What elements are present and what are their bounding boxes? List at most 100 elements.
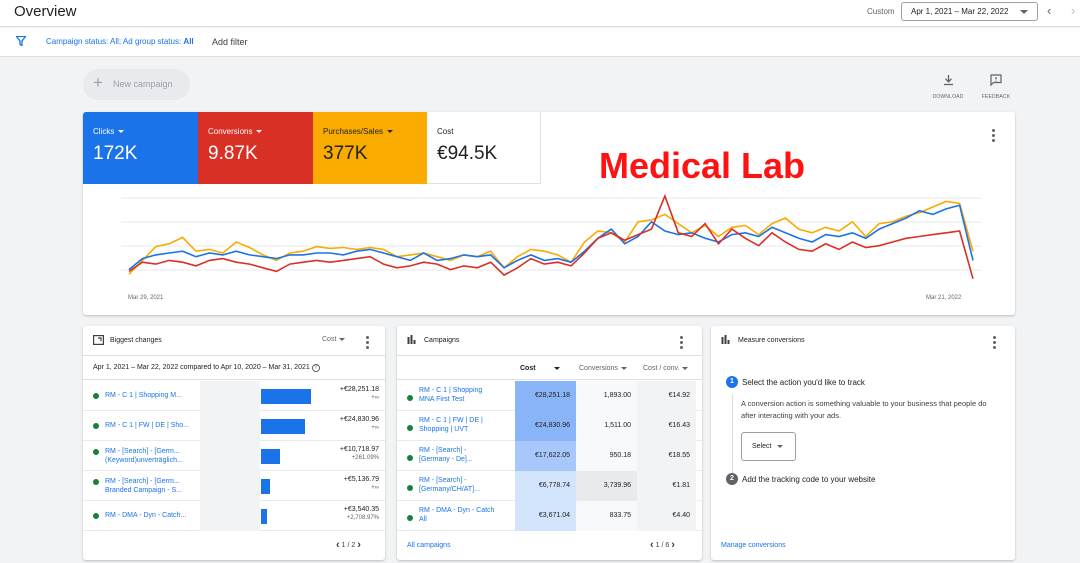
cost-cell: €24,830.96: [515, 411, 576, 441]
metric-cost[interactable]: Cost €94.5K: [427, 112, 541, 184]
more-vert-icon[interactable]: [993, 336, 997, 351]
campaign-name[interactable]: RM - C 1 | Shopping MNA First Test: [419, 387, 483, 403]
step-1-description: A conversion action is something valuabl…: [741, 399, 987, 420]
table-row[interactable]: RM - DMA - Dyn - Catch... +€3,540.35 +2,70…: [83, 501, 385, 531]
table-row[interactable]: RM - [Search] - [Germ... Branded Campaign…: [83, 471, 385, 501]
change-bar: [261, 479, 270, 494]
date-range-selector[interactable]: Apr 1, 2021 – Mar 22, 2022: [901, 2, 1038, 21]
change-bar: [261, 389, 311, 404]
biggest-changes-pager[interactable]: ‹ 1 / 2 ›: [336, 539, 361, 551]
download-button[interactable]: DOWNLOAD: [928, 73, 968, 100]
table-row[interactable]: RM - DMA - Dyn - Catch All €3,671.04 833.75…: [397, 501, 702, 531]
metric-label: Conversions: [208, 127, 313, 136]
cost-cell: €3,671.04: [515, 501, 576, 531]
campaign-name[interactable]: RM - [Search] - [Germany - De]...: [419, 447, 473, 463]
metric-conversions[interactable]: Conversions 9.87K: [198, 112, 313, 184]
conversions-cell: 3,739.96: [576, 471, 637, 501]
dropdown-arrow-icon: [118, 130, 125, 134]
column-header-cost[interactable]: Cost: [520, 365, 560, 372]
campaign-name[interactable]: RM - DMA - Dyn - Catch All: [419, 507, 495, 523]
manage-conversions-link[interactable]: Manage conversions: [721, 542, 786, 549]
conversions-cell: 1,511.00: [576, 411, 637, 441]
status-enabled-icon: [93, 449, 99, 455]
comparison-range: Apr 1, 2021 – Mar 22, 2022 compared to A…: [83, 356, 385, 380]
series-line-2: [128, 193, 974, 280]
table-row[interactable]: RM - [Search] - [Germany/CH/AT]... €6,778.…: [397, 471, 702, 501]
change-value: +€3,540.35 +2,708.97%: [343, 506, 379, 521]
change-bar-area: [200, 441, 379, 471]
dropdown-arrow-icon: [387, 130, 394, 134]
table-row[interactable]: RM - C 1 | Shopping MNA First Test €28,251…: [397, 381, 702, 411]
chevron-right-icon[interactable]: ›: [1071, 3, 1076, 18]
chevron-left-icon[interactable]: ‹: [1047, 3, 1052, 18]
metric-value: 377K: [323, 143, 368, 164]
step-1-badge: 1: [726, 376, 738, 388]
select-action-dropdown[interactable]: Select: [741, 432, 796, 461]
x-axis-start-label: Mar 29, 2021: [128, 295, 164, 301]
change-bar-area: [200, 411, 379, 441]
campaigns-pager[interactable]: ‹ 1 / 6 ›: [650, 539, 675, 551]
table-row[interactable]: RM - C 1 | FW | DE | Sho... +€24,830.96 +∞: [83, 411, 385, 441]
card-header: Biggest changes Cost: [83, 326, 385, 356]
new-campaign-button[interactable]: + New campaign: [83, 69, 190, 100]
filter-status-text: Campaign status: All; Ad group status:: [46, 37, 184, 46]
table-row[interactable]: RM - [Search] - [Germ... (Keyword)unvertr…: [83, 441, 385, 471]
step-2-title: Add the tracking code to your website: [742, 475, 876, 484]
step-1-title: Select the action you'd like to track: [742, 378, 865, 387]
campaign-name[interactable]: RM - [Search] - [Germany/CH/AT]...: [419, 477, 480, 493]
campaign-name[interactable]: RM - DMA - Dyn - Catch...: [105, 512, 187, 519]
date-range-type-label: Custom: [867, 7, 895, 16]
table-row[interactable]: RM - C 1 | FW | DE | Shopping | UVT €24,83…: [397, 411, 702, 441]
help-icon: ?: [311, 364, 320, 372]
cost-per-conv-cell: €14.92: [637, 381, 696, 411]
more-vert-icon[interactable]: [680, 336, 684, 351]
conversions-cell: 950.18: [576, 441, 637, 471]
biggest-changes-card: Biggest changes Cost Apr 1, 2021 – Mar 2…: [83, 326, 385, 560]
campaign-name[interactable]: RM - [Search] - [Germ... (Keyword)unvertr…: [105, 448, 183, 464]
bar-chart-icon: [721, 335, 730, 344]
chevron-right-icon: ›: [671, 539, 675, 551]
table-row[interactable]: RM - C 1 | Shopping M... +€28,251.18 +∞: [83, 381, 385, 411]
conversions-cell: 1,893.00: [576, 381, 637, 411]
new-campaign-label: New campaign: [113, 79, 173, 89]
column-header-conversions[interactable]: Conversions: [579, 365, 627, 372]
performance-line-chart: [121, 193, 981, 280]
metric-clicks[interactable]: Clicks 172K: [83, 112, 198, 184]
more-vert-icon[interactable]: [366, 336, 370, 351]
filter-bar: Campaign status: All; Ad group status: A…: [0, 28, 1080, 57]
campaign-name[interactable]: RM - [Search] - [Germ... Branded Campaign…: [105, 478, 183, 494]
status-enabled-icon: [407, 425, 413, 431]
sort-selector[interactable]: Cost: [322, 336, 346, 343]
campaign-name[interactable]: RM - C 1 | Shopping M...: [105, 392, 182, 399]
metric-purchases[interactable]: Purchases/Sales 377K: [313, 112, 427, 184]
status-enabled-icon: [407, 485, 413, 491]
metric-value: 9.87K: [208, 143, 258, 164]
card-title: Measure conversions: [738, 337, 805, 344]
x-axis-end-label: Mar 21, 2022: [926, 295, 962, 301]
measure-conversions-card: Measure conversions 1 Select the action …: [711, 326, 1015, 560]
feedback-button[interactable]: FEEDBACK: [976, 73, 1016, 100]
change-value: +€28,251.18 +∞: [339, 386, 379, 401]
all-campaigns-link[interactable]: All campaigns: [407, 542, 451, 549]
status-enabled-icon: [407, 455, 413, 461]
filter-icon[interactable]: [16, 36, 26, 46]
metric-value: €94.5K: [437, 143, 498, 164]
filter-status-bold: All: [183, 37, 194, 46]
date-range-value: Apr 1, 2021 – Mar 22, 2022: [911, 7, 1009, 16]
column-header-cost-per-conv[interactable]: Cost / conv.: [643, 365, 689, 372]
change-bar: [261, 509, 267, 524]
status-enabled-icon: [93, 393, 99, 399]
add-filter-button[interactable]: Add filter: [212, 37, 248, 47]
change-value: +€5,136.79 +∞: [343, 476, 379, 491]
page-title: Overview: [14, 3, 77, 20]
cost-cell: €17,622.05: [515, 441, 576, 471]
filter-status[interactable]: Campaign status: All; Ad group status: A…: [46, 37, 194, 46]
table-row[interactable]: RM - [Search] - [Germany - De]... €17,622.…: [397, 441, 702, 471]
campaign-name[interactable]: RM - C 1 | FW | DE | Sho...: [105, 422, 190, 429]
more-vert-icon[interactable]: [992, 129, 996, 144]
cost-cell: €28,251.18: [515, 381, 576, 411]
bar-chart-icon: [407, 335, 416, 344]
metric-label: Cost: [437, 127, 454, 136]
campaign-name[interactable]: RM - C 1 | FW | DE | Shopping | UVT: [419, 417, 483, 433]
chevron-down-icon: [1020, 10, 1028, 14]
